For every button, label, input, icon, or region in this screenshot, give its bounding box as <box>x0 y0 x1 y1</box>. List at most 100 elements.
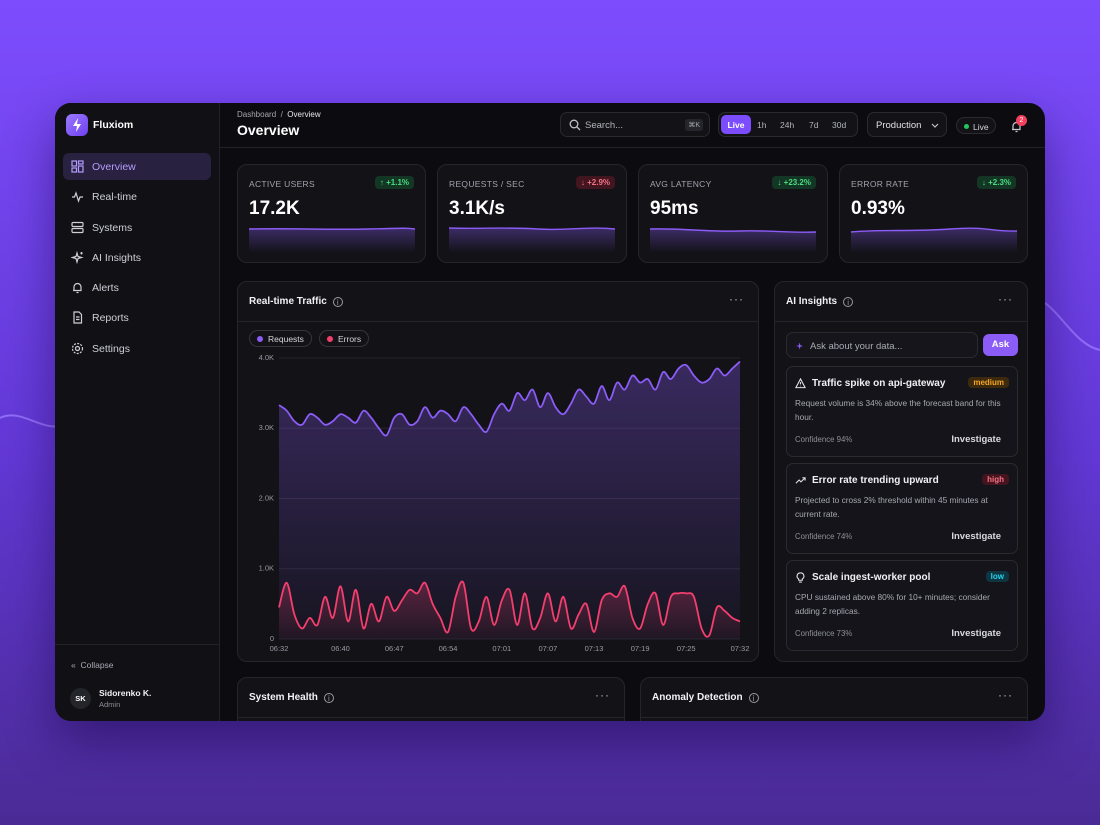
ask-placeholder: Ask about your data... <box>810 341 903 352</box>
series-line <box>278 360 741 437</box>
legend-item[interactable]: Errors <box>319 330 370 347</box>
search-icon <box>569 119 581 131</box>
time-option[interactable]: 1h <box>757 120 767 130</box>
x-tick-label: 06:40 <box>331 644 350 653</box>
insight-text: CPU sustained above 80% for 10+ minutes;… <box>795 592 990 616</box>
y-tick-label: 2.0K <box>259 493 274 502</box>
kpi-delta-value: +2.3% <box>988 178 1011 187</box>
nav-item[interactable]: Real-time <box>63 183 211 210</box>
time-option[interactable]: 30d <box>832 120 847 130</box>
kpi-delta-value: +1.1% <box>386 178 409 187</box>
sparkline <box>448 227 616 253</box>
kpi-delta-value: +2.9% <box>587 178 610 187</box>
panel-divider <box>238 717 624 718</box>
panel-title: Anomaly Detection <box>652 692 743 703</box>
sparkline <box>649 228 817 253</box>
ask-button[interactable]: Ask <box>983 334 1018 356</box>
severity-badge: high <box>982 474 1009 485</box>
legend-label: Requests <box>268 333 304 344</box>
nav-label: Overview <box>92 160 136 173</box>
y-tick-label: 4.0K <box>259 353 274 362</box>
page-title: Overview <box>237 122 300 138</box>
nav-item[interactable]: Systems <box>63 214 211 241</box>
nav-item[interactable]: Overview <box>63 153 211 180</box>
kpi-value: 0.93% <box>851 198 905 219</box>
series-area <box>279 581 740 639</box>
breadcrumb-item: Overview <box>287 110 321 119</box>
panel-divider <box>238 321 758 322</box>
x-tick-label: 06:47 <box>385 644 404 653</box>
kpi-delta: ↑ +1.1% <box>374 176 414 189</box>
insight-text: Projected to cross 2% threshold within 4… <box>795 495 988 519</box>
panel-title: AI Insights <box>786 296 838 307</box>
nav-label: Real-time <box>92 190 137 203</box>
nav-item[interactable]: AI Insights <box>63 244 211 271</box>
panel-menu[interactable]: ··· <box>729 292 744 306</box>
series-line <box>278 580 741 638</box>
panel-menu[interactable]: ··· <box>595 688 610 702</box>
kpi-card: ACTIVE USERS ↑ +1.1% 17.2K <box>237 164 426 263</box>
kpi-card: ERROR RATE ↓ +2.3% 0.93% <box>839 164 1028 263</box>
logo <box>66 114 88 136</box>
panel-menu[interactable]: ··· <box>998 688 1013 702</box>
x-tick-label: 07:01 <box>492 644 511 653</box>
brand: Fluxiom <box>93 119 134 131</box>
collapse-button[interactable]: « Collapse <box>71 660 114 670</box>
nav-label: Alerts <box>92 281 119 294</box>
nav-item[interactable]: Settings <box>63 335 211 362</box>
search-placeholder: Search... <box>585 120 624 131</box>
kpi-label: ACTIVE USERS <box>249 179 315 189</box>
time-option[interactable]: 7d <box>809 120 819 130</box>
traffic-panel: Real-time Traffic i ··· Requests Errors 0… <box>237 281 759 662</box>
nav-label: Reports <box>92 311 129 324</box>
nav-item[interactable]: Reports <box>63 304 211 331</box>
time-option[interactable]: 24h <box>780 120 795 130</box>
notification-count: 2 <box>1016 115 1027 126</box>
legend-swatch <box>327 335 333 342</box>
time-range: Live 1h 24h 7d 30d <box>718 112 858 137</box>
x-tick-label: 06:32 <box>270 644 289 653</box>
avatar: SK <box>70 688 91 709</box>
investigate-button[interactable]: Investigate <box>951 531 1001 542</box>
nav-item[interactable]: Alerts <box>63 274 211 301</box>
investigate-button[interactable]: Investigate <box>951 434 1001 445</box>
insight-confidence: Confidence 94% <box>795 435 853 444</box>
severity-badge: medium <box>968 377 1009 388</box>
kpi-label: ERROR RATE <box>851 179 910 189</box>
kpi-delta: ↓ +23.2% <box>772 176 816 189</box>
insight-title: Scale ingest-worker pool <box>795 572 930 583</box>
kpi-delta-value: +23.2% <box>783 178 811 187</box>
ask-input[interactable]: Ask about your data... <box>786 332 978 358</box>
environment-select[interactable]: Production <box>867 112 947 137</box>
legend-item[interactable]: Requests <box>249 330 312 347</box>
panel-header: System Health i <box>249 692 334 703</box>
severity-badge: low <box>985 571 1009 582</box>
collapse-label: Collapse <box>80 660 114 670</box>
nav-label: Systems <box>92 221 133 234</box>
panel-menu[interactable]: ··· <box>998 292 1013 306</box>
series-area <box>279 361 740 639</box>
user-role: Admin <box>99 700 121 709</box>
sidebar-divider <box>55 644 220 645</box>
breadcrumb-item[interactable]: Dashboard <box>237 110 277 119</box>
panel-header: AI Insights i <box>786 296 854 307</box>
panel-header: Real-time Traffic i <box>249 296 343 307</box>
time-option[interactable]: Live <box>721 115 751 134</box>
app-window: Fluxiom Overview Real-time Systems AI In… <box>55 103 1045 721</box>
notifications[interactable]: 2 <box>1010 115 1027 133</box>
breadcrumb: Dashboard / Overview <box>237 110 321 119</box>
kpi-label: REQUESTS / SEC <box>449 179 525 189</box>
ai-panel: AI Insights i ··· Ask about your data... … <box>774 281 1028 662</box>
x-tick-label: 07:25 <box>677 644 696 653</box>
insight-title-text: Scale ingest-worker pool <box>812 572 931 583</box>
kpi-value: 17.2K <box>249 198 300 219</box>
x-tick-label: 07:19 <box>631 644 650 653</box>
insight-card: Error rate trending upward high Projecte… <box>786 463 1018 554</box>
anomaly-panel: Anomaly Detection i ··· <box>640 677 1028 721</box>
x-tick-label: 07:07 <box>539 644 558 653</box>
insight-title-text: Error rate trending upward <box>812 475 939 486</box>
search-box[interactable]: Search... ⌘K <box>560 112 710 137</box>
investigate-button[interactable]: Investigate <box>951 628 1001 639</box>
